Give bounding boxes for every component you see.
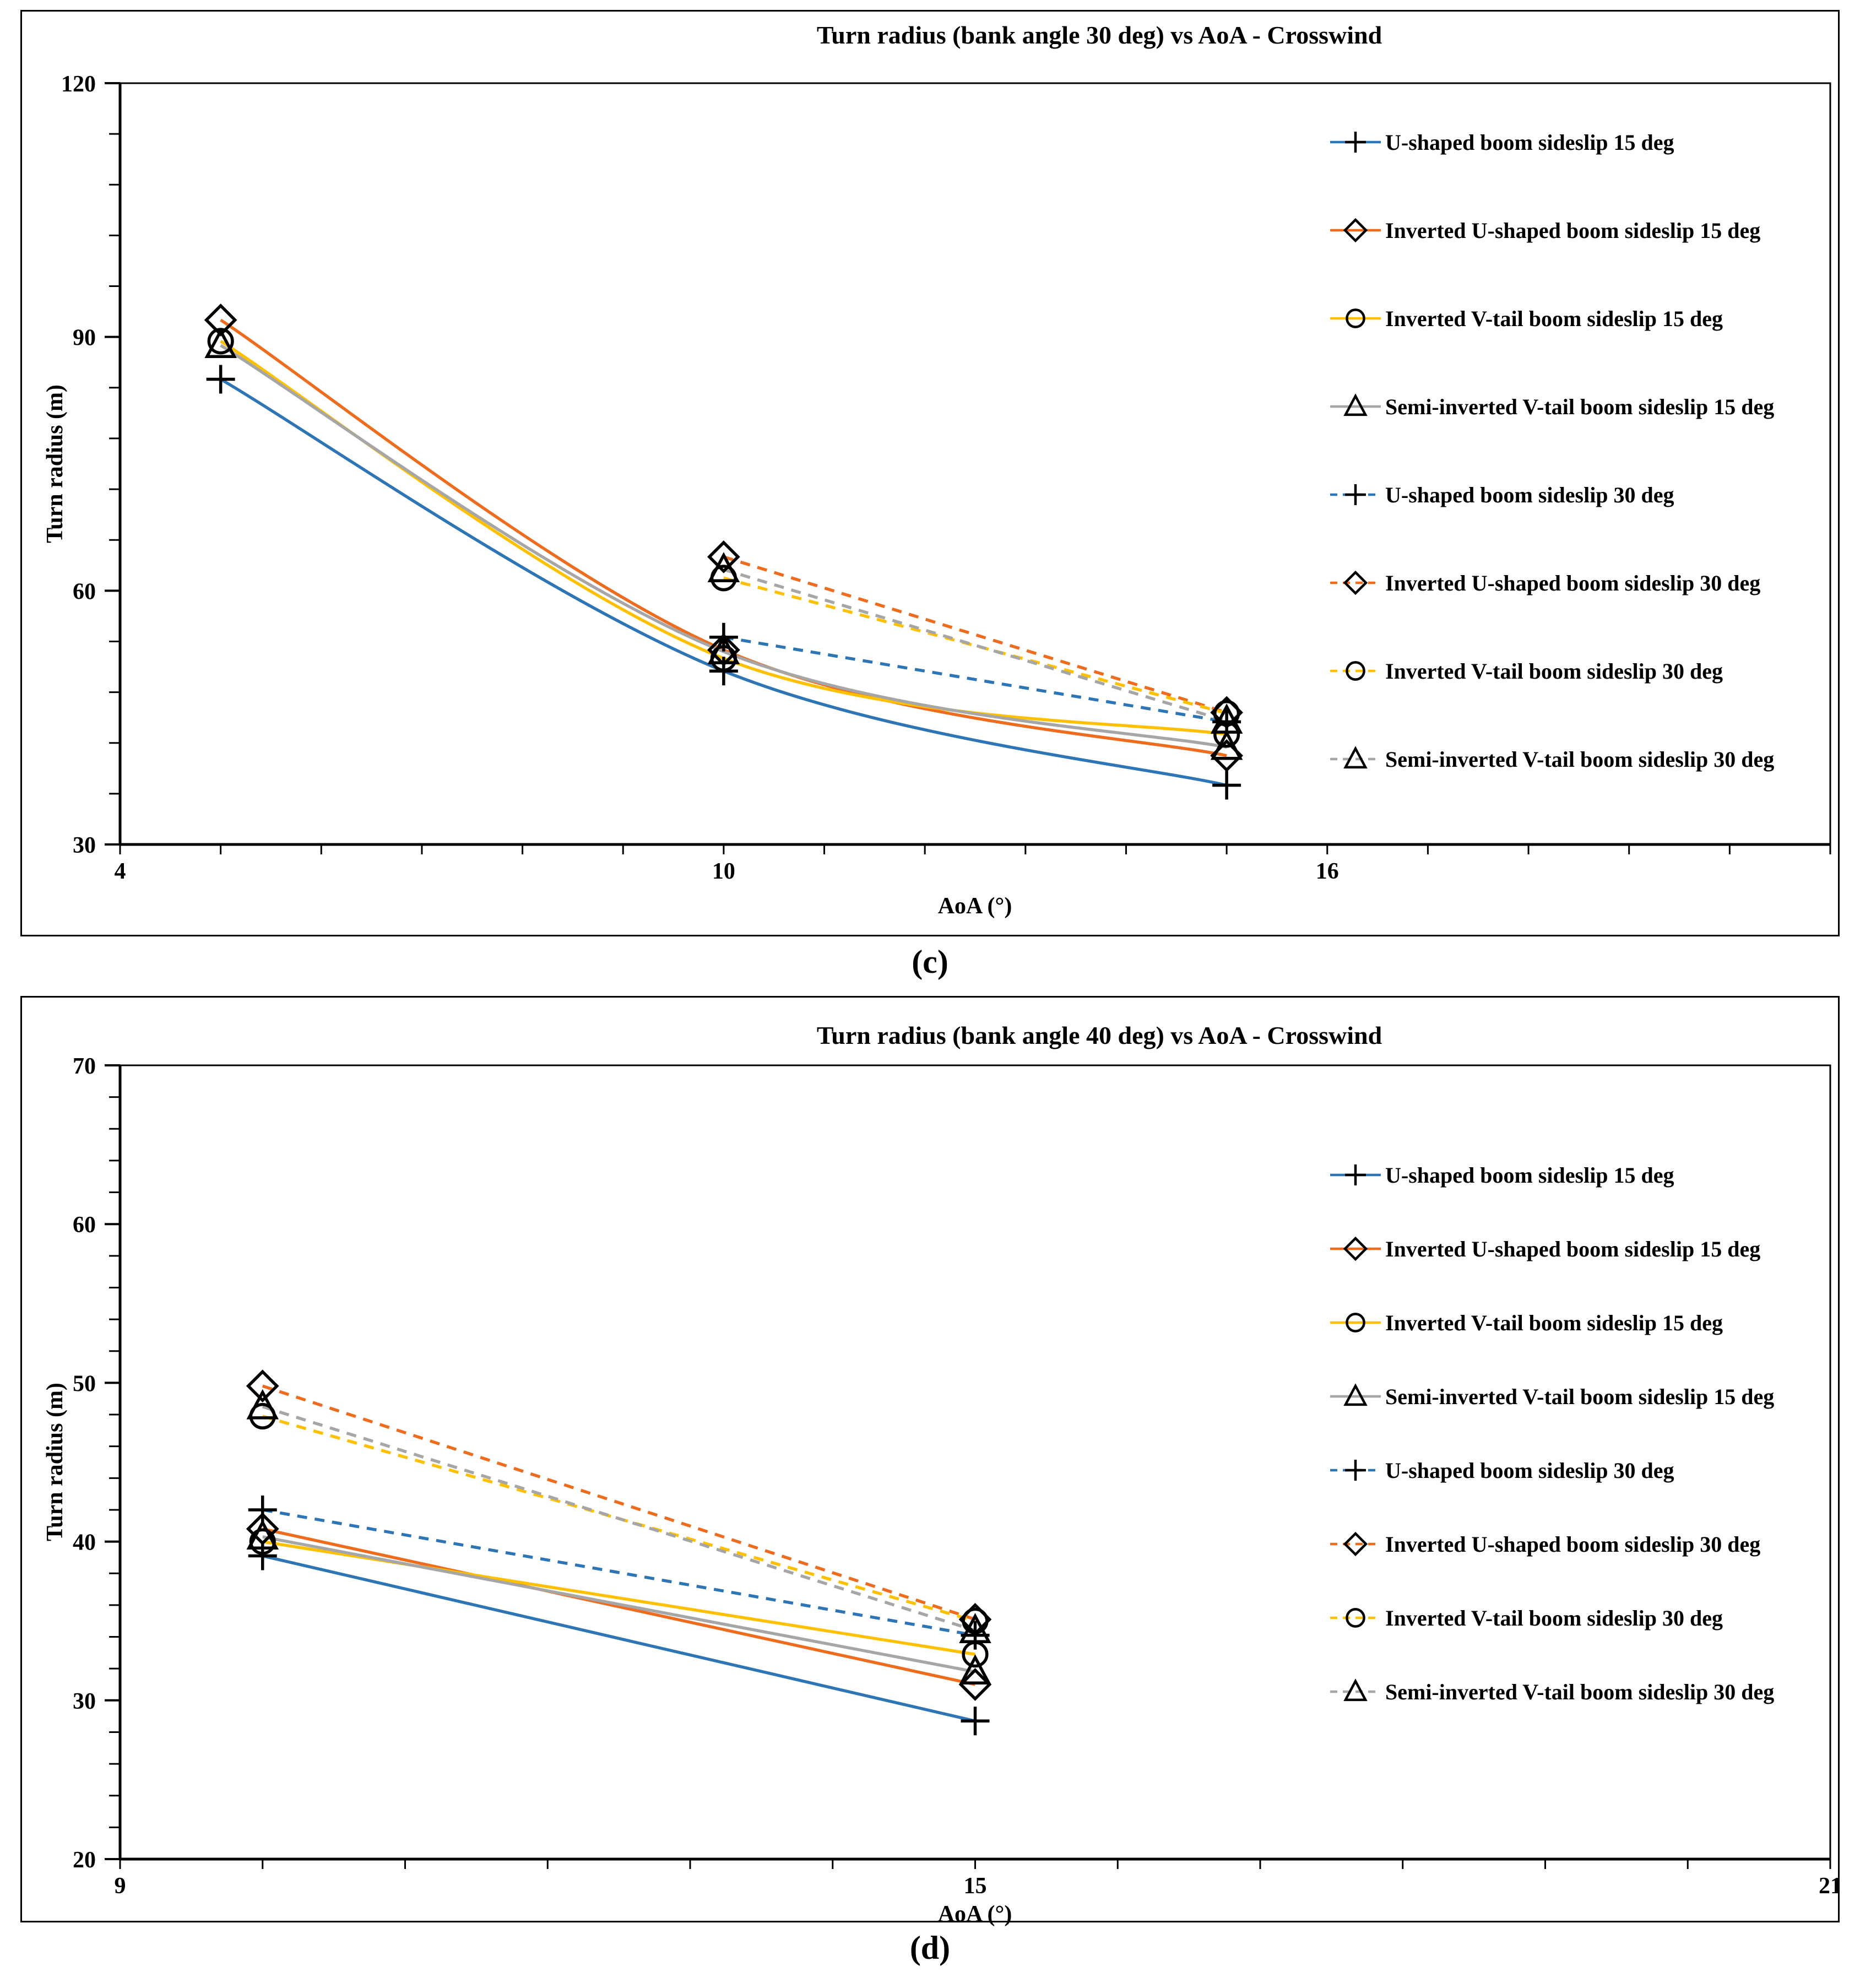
x-tick-label: 16 bbox=[1316, 859, 1339, 884]
plus-marker-icon bbox=[1212, 771, 1241, 800]
y-tick-label: 50 bbox=[73, 1371, 96, 1396]
x-axis-title-d: AoA (°) bbox=[937, 1902, 1012, 1927]
plus-marker-icon bbox=[709, 622, 738, 652]
triangle-marker-icon bbox=[1210, 703, 1243, 734]
series-line bbox=[262, 1535, 976, 1673]
diamond-marker-icon bbox=[246, 1512, 279, 1546]
x-tick-label: 9 bbox=[115, 1873, 126, 1899]
series-line bbox=[220, 318, 1227, 757]
chart-title-c: Turn radius (bank angle 30 deg) vs AoA -… bbox=[816, 21, 1382, 49]
caption-c: (c) bbox=[912, 944, 948, 980]
series-line bbox=[723, 555, 1227, 714]
series-line bbox=[220, 344, 1227, 749]
y-tick-label: 90 bbox=[73, 326, 96, 351]
y-tick-label: 60 bbox=[73, 579, 96, 604]
x-tick-label: 15 bbox=[964, 1873, 987, 1899]
y-tick-label: 30 bbox=[73, 1689, 96, 1714]
diamond-marker-icon bbox=[204, 304, 237, 337]
series-line bbox=[723, 576, 1227, 715]
y-tick-label: 120 bbox=[61, 72, 96, 97]
plot-frame bbox=[119, 1064, 1831, 1860]
x-tick-label: 4 bbox=[115, 859, 126, 884]
caption-d: (d) bbox=[909, 1930, 951, 1966]
circle-marker-icon bbox=[1213, 700, 1240, 727]
plus-marker-icon bbox=[961, 1707, 990, 1736]
diamond-marker-icon bbox=[707, 540, 740, 573]
series-line bbox=[262, 1554, 976, 1722]
chart-title-d: Turn radius (bank angle 40 deg) vs AoA -… bbox=[816, 1021, 1382, 1049]
triangle-marker-icon bbox=[204, 328, 237, 359]
x-axis-title-c: AoA (°) bbox=[937, 893, 1012, 919]
diamond-marker-icon bbox=[246, 1369, 279, 1403]
diamond-marker-icon bbox=[958, 1668, 992, 1701]
triangle-marker-icon bbox=[959, 1613, 991, 1644]
y-tick-label: 70 bbox=[73, 1054, 96, 1079]
plot-area-d: 20 30 40 50 60 70 9 15 21 bbox=[73, 1054, 1838, 1899]
triangle-marker-icon bbox=[246, 1389, 279, 1420]
plot-frame bbox=[119, 82, 1831, 846]
triangle-marker-icon bbox=[1210, 729, 1243, 760]
triangle-marker-icon bbox=[246, 1519, 279, 1550]
plus-marker-icon bbox=[206, 365, 235, 394]
y-axis-title-c: Turn radius (m) bbox=[42, 384, 68, 543]
series-line bbox=[220, 378, 1227, 787]
circle-marker-icon bbox=[962, 1607, 989, 1634]
chart-panel-d: 20 30 40 50 60 70 9 15 21 Turn radius (bank angl… bbox=[20, 996, 1840, 1927]
plot-area-c: 30 60 90 120 4 10 16 bbox=[61, 72, 1831, 884]
triangle-marker-icon bbox=[707, 634, 740, 664]
series-line bbox=[262, 1527, 976, 1686]
chart-panel-c: 30 60 90 120 4 10 16 Turn radius (bank angle 3… bbox=[20, 10, 1840, 936]
series-line bbox=[723, 636, 1227, 724]
triangle-marker-icon bbox=[959, 1654, 991, 1684]
plus-marker-icon bbox=[248, 1495, 277, 1524]
x-tick-label: 21 bbox=[1819, 1873, 1838, 1899]
series-line bbox=[262, 1384, 976, 1621]
y-axis-title-d: Turn radius (m) bbox=[42, 1383, 68, 1541]
y-tick-label: 30 bbox=[73, 833, 96, 858]
plus-marker-icon bbox=[248, 1541, 277, 1570]
y-tick-label: 20 bbox=[73, 1848, 96, 1873]
series-line bbox=[262, 1508, 975, 1637]
triangle-marker-icon bbox=[707, 552, 740, 582]
y-tick-label: 40 bbox=[73, 1530, 96, 1556]
y-tick-label: 60 bbox=[73, 1212, 96, 1238]
series-line bbox=[262, 1405, 976, 1632]
x-tick-label: 10 bbox=[712, 859, 735, 884]
